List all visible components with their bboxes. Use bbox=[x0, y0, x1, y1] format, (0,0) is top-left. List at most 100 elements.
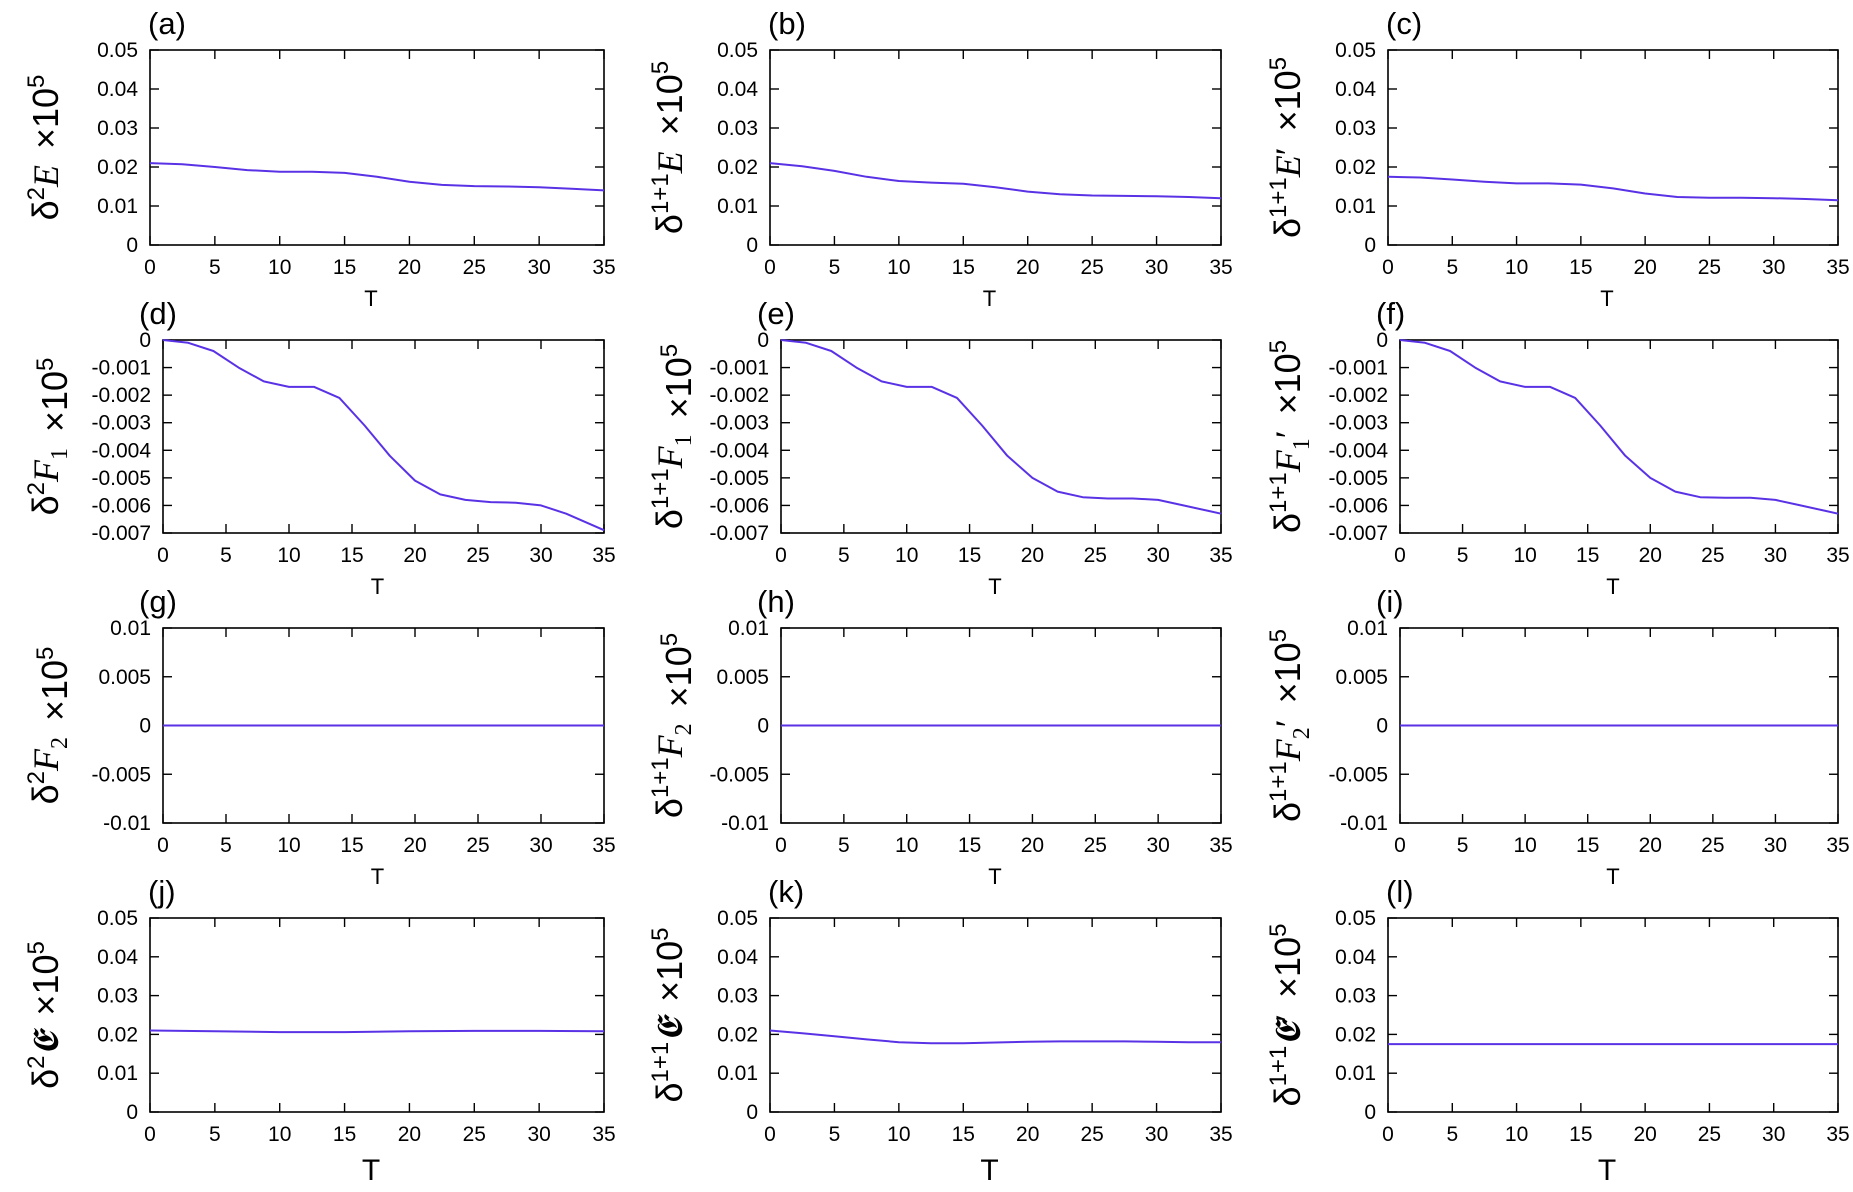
x-axis-label: T bbox=[988, 864, 1001, 889]
ylabel-delta: δ bbox=[1267, 218, 1308, 238]
ylabel-factor: ×10 bbox=[1267, 70, 1308, 141]
ylabel-var: 𝕰 bbox=[1268, 1018, 1308, 1046]
x-tick-label: 20 bbox=[398, 1123, 421, 1146]
ylabel-factor: ×10 bbox=[1267, 642, 1308, 713]
ylabel-delta: δ bbox=[25, 200, 66, 220]
y-tick-label: 0.05 bbox=[717, 907, 758, 930]
ylabel-factor: ×10 bbox=[34, 371, 75, 442]
panel-a: 0 5 10 15 20 25 30 350.050.040.030.020.010T(a)δ… bbox=[23, 6, 616, 311]
y-tick-label: 0.04 bbox=[717, 78, 758, 101]
y-tick-label: -0.003 bbox=[91, 412, 151, 435]
ylabel-sup: 1+1 bbox=[647, 468, 674, 509]
series-line bbox=[780, 339, 1222, 515]
y-tick-label: -0.004 bbox=[91, 439, 151, 462]
ylabel-sup: 2 bbox=[23, 1055, 50, 1068]
x-axis-label: T bbox=[1598, 1154, 1616, 1187]
ylabel-delta: δ bbox=[1267, 1086, 1308, 1106]
x-tick-label: 0 bbox=[1382, 1123, 1394, 1146]
ylabel-exp: 5 bbox=[1265, 629, 1292, 642]
x-tick-label: 5 bbox=[829, 256, 841, 279]
x-tick-label: 35 bbox=[592, 834, 615, 857]
y-tick-label: 0.01 bbox=[1347, 617, 1388, 640]
x-tick-label: 30 bbox=[1146, 544, 1169, 567]
y-tick-label: 0 bbox=[139, 715, 151, 738]
ylabel-var: F bbox=[650, 445, 690, 469]
x-tick-label: 15 bbox=[958, 544, 981, 567]
x-tick-label: 10 bbox=[268, 1123, 291, 1146]
x-tick-label: 0 bbox=[1382, 256, 1394, 279]
x-tick-label: 35 bbox=[1826, 834, 1849, 857]
x-tick-label: 30 bbox=[1145, 256, 1168, 279]
y-tick-label: 0.02 bbox=[717, 1023, 758, 1046]
x-axis-label: T bbox=[364, 286, 377, 311]
panel-g: 0 5 10 15 20 25 30 350.010.0050-0.005-0.01T(g)δ… bbox=[23, 584, 616, 889]
x-tick-label: 5 bbox=[220, 544, 232, 567]
x-tick-label: 0 bbox=[1394, 544, 1406, 567]
x-tick-label: 5 bbox=[209, 1123, 221, 1146]
ylabel-var: 𝕰 bbox=[650, 1014, 690, 1042]
ylabel-exp: 5 bbox=[23, 941, 50, 954]
x-tick-label: 20 bbox=[1639, 834, 1662, 857]
x-tick-label: 0 bbox=[157, 834, 169, 857]
x-axis-label: T bbox=[1606, 574, 1619, 599]
x-tick-label: 10 bbox=[895, 834, 918, 857]
plot-frame bbox=[149, 49, 605, 246]
x-tick-label: 5 bbox=[1446, 1123, 1458, 1146]
x-tick-label: 5 bbox=[1446, 256, 1458, 279]
x-tick-label: 15 bbox=[1576, 834, 1599, 857]
y-tick-label: -0.003 bbox=[1328, 412, 1388, 435]
y-tick-label: 0.03 bbox=[717, 985, 758, 1008]
panel-f: 0 5 10 15 20 25 30 350-0.001-0.002-0.003-0.004-… bbox=[1265, 296, 1850, 599]
ylabel-exp: 5 bbox=[656, 344, 683, 357]
ylabel-exp: 5 bbox=[1265, 340, 1292, 353]
x-tick-label: 10 bbox=[895, 544, 918, 567]
x-tick-label: 25 bbox=[1698, 256, 1721, 279]
ylabel-factor: ×10 bbox=[649, 74, 690, 145]
ylabel-var: E bbox=[1268, 155, 1308, 178]
x-tick-label: 30 bbox=[1762, 1123, 1785, 1146]
y-tick-label: 0.03 bbox=[717, 117, 758, 140]
x-axis-label: T bbox=[983, 286, 996, 311]
series-line bbox=[769, 1029, 1221, 1045]
x-tick-label: 20 bbox=[1639, 544, 1662, 567]
x-tick-label: 5 bbox=[1457, 834, 1469, 857]
x-tick-label: 15 bbox=[340, 544, 363, 567]
x-tick-label: 25 bbox=[463, 256, 486, 279]
ylabel-sup: 1+1 bbox=[647, 757, 674, 798]
x-tick-label: 25 bbox=[1084, 544, 1107, 567]
ylabel-delta: δ bbox=[649, 1082, 690, 1102]
ylabel-factor: ×10 bbox=[658, 646, 699, 717]
plot-frame bbox=[1399, 339, 1839, 534]
ylabel-sup: 1+1 bbox=[1265, 1046, 1292, 1087]
ylabel-sup: 1+1 bbox=[1265, 472, 1292, 513]
ylabel-delta: δ bbox=[1267, 513, 1308, 533]
x-tick-label: 10 bbox=[1505, 256, 1528, 279]
y-tick-label: -0.01 bbox=[103, 812, 151, 835]
x-tick-label: 10 bbox=[1505, 1123, 1528, 1146]
ylabel-delta: δ bbox=[25, 1069, 66, 1089]
y-tick-label: 0.02 bbox=[97, 156, 138, 179]
y-axis-label: δ1+1E′ ×105 bbox=[1265, 57, 1308, 238]
ylabel-factor: ×10 bbox=[649, 941, 690, 1012]
y-tick-label: 0.03 bbox=[97, 117, 138, 140]
ylabel-factor: ×10 bbox=[25, 955, 66, 1026]
x-tick-label: 20 bbox=[1016, 1123, 1039, 1146]
ylabel-delta: δ bbox=[25, 495, 66, 515]
ylabel-delta: δ bbox=[649, 798, 690, 818]
y-tick-label: 0.02 bbox=[97, 1023, 138, 1046]
y-tick-label: -0.005 bbox=[709, 763, 769, 786]
ylabel-var: E bbox=[26, 165, 66, 188]
panel-k: 0 5 10 15 20 25 30 35 0.05 0.04 0.03 0.02 0.01 0 T (k) δ… bbox=[647, 874, 1233, 1187]
ylabel-prime: ′ bbox=[1268, 719, 1308, 727]
ylabel-var: F bbox=[26, 459, 66, 483]
x-tick-label: 10 bbox=[887, 1123, 910, 1146]
y-tick-label: 0 bbox=[126, 234, 138, 257]
y-tick-label: 0 bbox=[139, 329, 151, 352]
x-tick-label: 10 bbox=[268, 256, 291, 279]
panel-label: (l) bbox=[1386, 874, 1414, 909]
ylabel-exp: 5 bbox=[647, 61, 674, 74]
y-tick-label: 0.04 bbox=[1335, 78, 1376, 101]
x-tick-label: 20 bbox=[1633, 256, 1656, 279]
y-axis-label: δ1+1F1′ ×105 bbox=[1265, 340, 1315, 533]
x-tick-label: 30 bbox=[1764, 834, 1787, 857]
